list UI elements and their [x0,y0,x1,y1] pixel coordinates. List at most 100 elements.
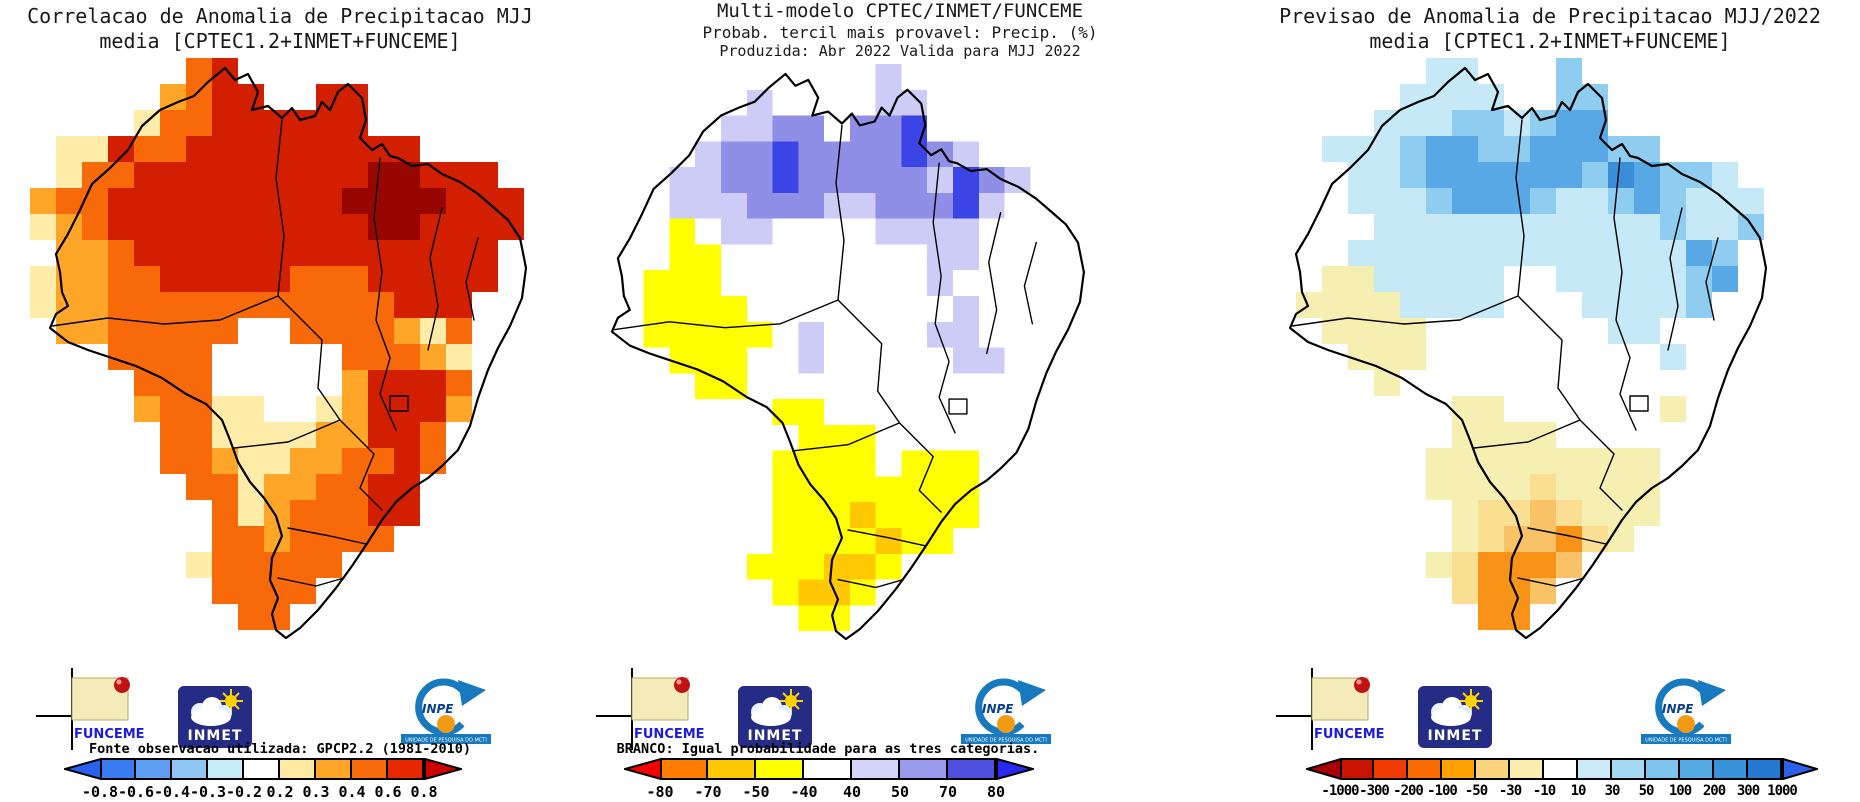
grid-cell [238,136,264,162]
colorbar-tick: -0.8 [81,783,119,801]
grid-cell [82,240,108,266]
grid-cell [798,399,825,425]
map-forecast [1270,58,1768,640]
grid-cell [186,474,212,500]
grid-cell [1400,448,1426,474]
grid-cell [1556,552,1582,578]
grid-cell [669,270,696,296]
grid-cell [1426,552,1452,578]
grid-cell [1556,500,1582,526]
grid-cell [368,292,394,318]
grid-cell [772,347,799,374]
grid-cell [1504,604,1530,630]
grid-cell [746,64,773,90]
grid-cell [290,552,316,578]
panel-forecast: Previsao de Anomalia de Precipitacao MJJ… [1240,0,1860,802]
grid-cell [953,399,979,425]
grid-cell [901,218,928,245]
grid-cell [1478,136,1504,162]
grid-cell [1030,218,1057,245]
grid-cell [1426,422,1452,448]
colorbar-tick: 0.2 [266,783,294,801]
grid-cell [420,344,446,370]
colorbar-tick: 0.8 [410,783,438,801]
grid-cell [446,370,472,396]
funceme-label: FUNCEME [74,727,145,742]
grid-cell [342,266,368,292]
grid-cell [264,604,290,630]
colorbar-segment [946,758,996,780]
grid-cell [978,296,1005,322]
grid-cell [1478,266,1504,292]
grid-cell [849,192,876,219]
grid-cell [1634,188,1660,214]
inpe-banner-label: UNIDADE DE PESQUISA DO MCTI [1645,738,1727,744]
grid-cell [1004,192,1031,219]
colorbar-tick: -10 [1532,783,1556,799]
grid-cell [498,188,524,214]
colorbar-segment [100,758,138,780]
colorbar2-caption: BRANCO: Igual probabilidade para as tres… [616,741,1040,757]
grid-cell [420,370,446,396]
grid-cell [953,476,979,503]
funceme-logo: FUNCEME [1276,668,1385,750]
inpe-banner-label: UNIDADE DE PESQUISA DO MCTI [405,738,487,744]
grid-cell [1270,214,1296,240]
grid-cell [1556,58,1582,84]
grid-cell [108,214,134,240]
grid-cell [1530,214,1556,240]
grid-cell [212,266,238,292]
grid-cell [1634,318,1660,344]
funceme-logo: FUNCEME [596,668,705,750]
colorbar-segment [1340,758,1376,780]
grid-cell [1322,292,1348,318]
colorbar-segment [850,758,900,780]
grid-cell [1004,296,1031,322]
grid-cell [1374,292,1400,318]
funceme-pin-icon [114,677,130,693]
grid-cell [342,188,368,214]
grid-cell [1452,526,1478,552]
grid-cell [1504,240,1530,266]
grid-cell [901,141,928,168]
sun-icon [219,689,243,713]
grid-cell [186,552,212,578]
grid-cell [446,396,472,422]
grid-cell [1452,240,1478,266]
grid-cell [56,292,82,318]
grid-cell [420,396,446,422]
grid-cell [160,318,186,344]
grid-cell [446,318,472,344]
grid-cell [1556,266,1582,292]
grid-cell [342,136,368,162]
grid-cell [316,552,342,578]
grid-cell [1004,321,1031,348]
grid-cell [901,347,928,374]
grid-cell [82,136,108,162]
grid-cell [1504,474,1530,500]
grid-cell [1634,240,1660,266]
grid-cell [1296,162,1322,188]
grid-cell [316,162,342,188]
grid-cell [160,110,186,136]
grid-cell [1530,266,1556,292]
grid-cell [134,370,160,396]
grid-cell [1452,318,1478,344]
colorbar-segment [1610,758,1646,780]
grid-cell [1322,266,1348,292]
grid-cell [394,344,420,370]
grid-cell [772,167,799,193]
grid-cell [772,502,799,528]
grid-cell [1348,266,1374,292]
grid-cell [824,141,850,168]
grid-cell [953,424,979,451]
grid-cell [1270,292,1296,318]
grid-cell [238,84,264,110]
grid-cell [238,422,264,448]
grid-cell [316,110,342,136]
grid-cell [643,270,670,296]
grid-cell [1582,162,1608,188]
grid-cell [186,266,212,292]
colorbar-tick: -0.3 [189,783,227,801]
